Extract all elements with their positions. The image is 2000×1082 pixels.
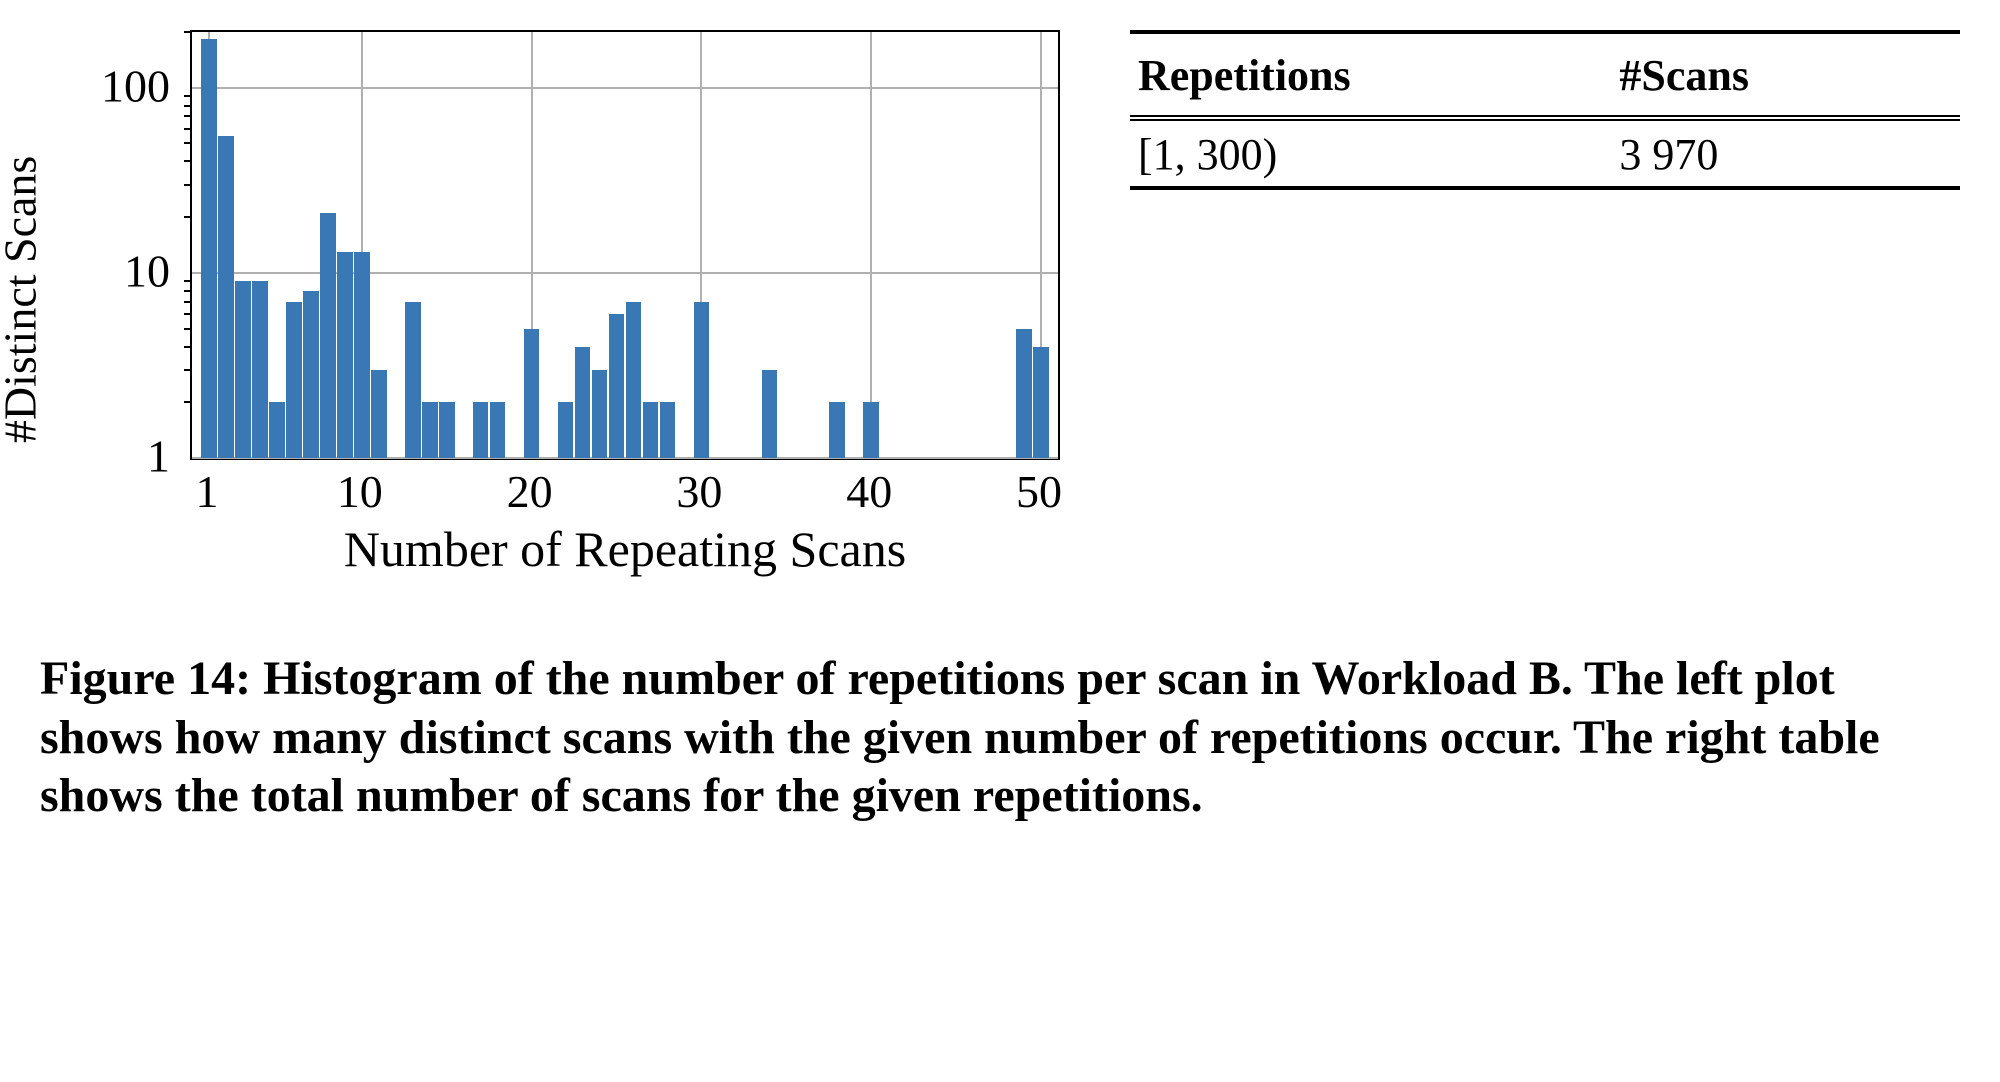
x-tick-label: 40 bbox=[846, 465, 892, 518]
histogram-bar bbox=[490, 402, 506, 458]
y-tick-labels: 110100 bbox=[40, 30, 180, 460]
histogram-bar bbox=[371, 370, 387, 458]
y-tick-label: 100 bbox=[101, 59, 170, 112]
plot-area bbox=[190, 30, 1060, 460]
histogram-bar bbox=[626, 302, 642, 458]
caption-text: Histogram of the number of repetitions p… bbox=[40, 652, 1880, 822]
histogram-bar bbox=[218, 136, 234, 458]
table-header-row: Repetitions #Scans bbox=[1130, 36, 1960, 116]
histogram-bar bbox=[439, 402, 455, 458]
histogram-bar bbox=[303, 291, 319, 458]
histogram-bar bbox=[354, 252, 370, 458]
histogram-bar bbox=[829, 402, 845, 458]
table-footer-row: [1, 300) 3 970 bbox=[1130, 123, 1960, 188]
histogram-bar bbox=[252, 281, 268, 458]
histogram-bar bbox=[1033, 347, 1049, 458]
x-tick-label: 30 bbox=[676, 465, 722, 518]
histogram-bar bbox=[422, 402, 438, 458]
histogram-bar bbox=[269, 402, 285, 458]
table-footer-repetitions: [1, 300) bbox=[1130, 123, 1611, 188]
y-tick-label: 10 bbox=[124, 244, 170, 297]
histogram-bar bbox=[643, 402, 659, 458]
histogram-bar bbox=[660, 402, 676, 458]
histogram-bar bbox=[473, 402, 489, 458]
histogram-bar bbox=[201, 39, 217, 458]
histogram-bar bbox=[320, 213, 336, 458]
histogram-bar bbox=[405, 302, 421, 458]
histogram-bar bbox=[609, 314, 625, 458]
figure-caption: Figure 14: Histogram of the number of re… bbox=[40, 650, 1960, 826]
histogram-bar bbox=[524, 329, 540, 458]
histogram-bar bbox=[235, 281, 251, 458]
table-header-repetitions: Repetitions bbox=[1130, 36, 1611, 116]
histogram-bar bbox=[592, 370, 608, 458]
x-tick-label: 50 bbox=[1016, 465, 1062, 518]
histogram-chart: #Distinct Scans 110100 11020304050 Numbe… bbox=[40, 30, 1080, 590]
histogram-bar bbox=[575, 347, 591, 458]
histogram-bar bbox=[694, 302, 710, 458]
caption-lead: Figure 14: bbox=[40, 652, 251, 705]
table-header-scans: #Scans bbox=[1611, 36, 1960, 116]
table-footer-scans: 3 970 bbox=[1611, 123, 1960, 188]
y-tick-label: 1 bbox=[147, 430, 170, 483]
histogram-bar bbox=[558, 402, 574, 458]
x-axis-label: Number of Repeating Scans bbox=[190, 520, 1060, 578]
histogram-bar bbox=[762, 370, 778, 458]
repetitions-table: Repetitions #Scans [1, 300) 3 970 bbox=[1130, 30, 1960, 192]
histogram-bar bbox=[1016, 329, 1032, 458]
x-tick-label: 1 bbox=[195, 465, 218, 518]
histogram-bar bbox=[286, 302, 302, 458]
histogram-bar bbox=[337, 252, 353, 458]
x-tick-label: 10 bbox=[337, 465, 383, 518]
x-tick-label: 20 bbox=[507, 465, 553, 518]
histogram-bar bbox=[863, 402, 879, 458]
